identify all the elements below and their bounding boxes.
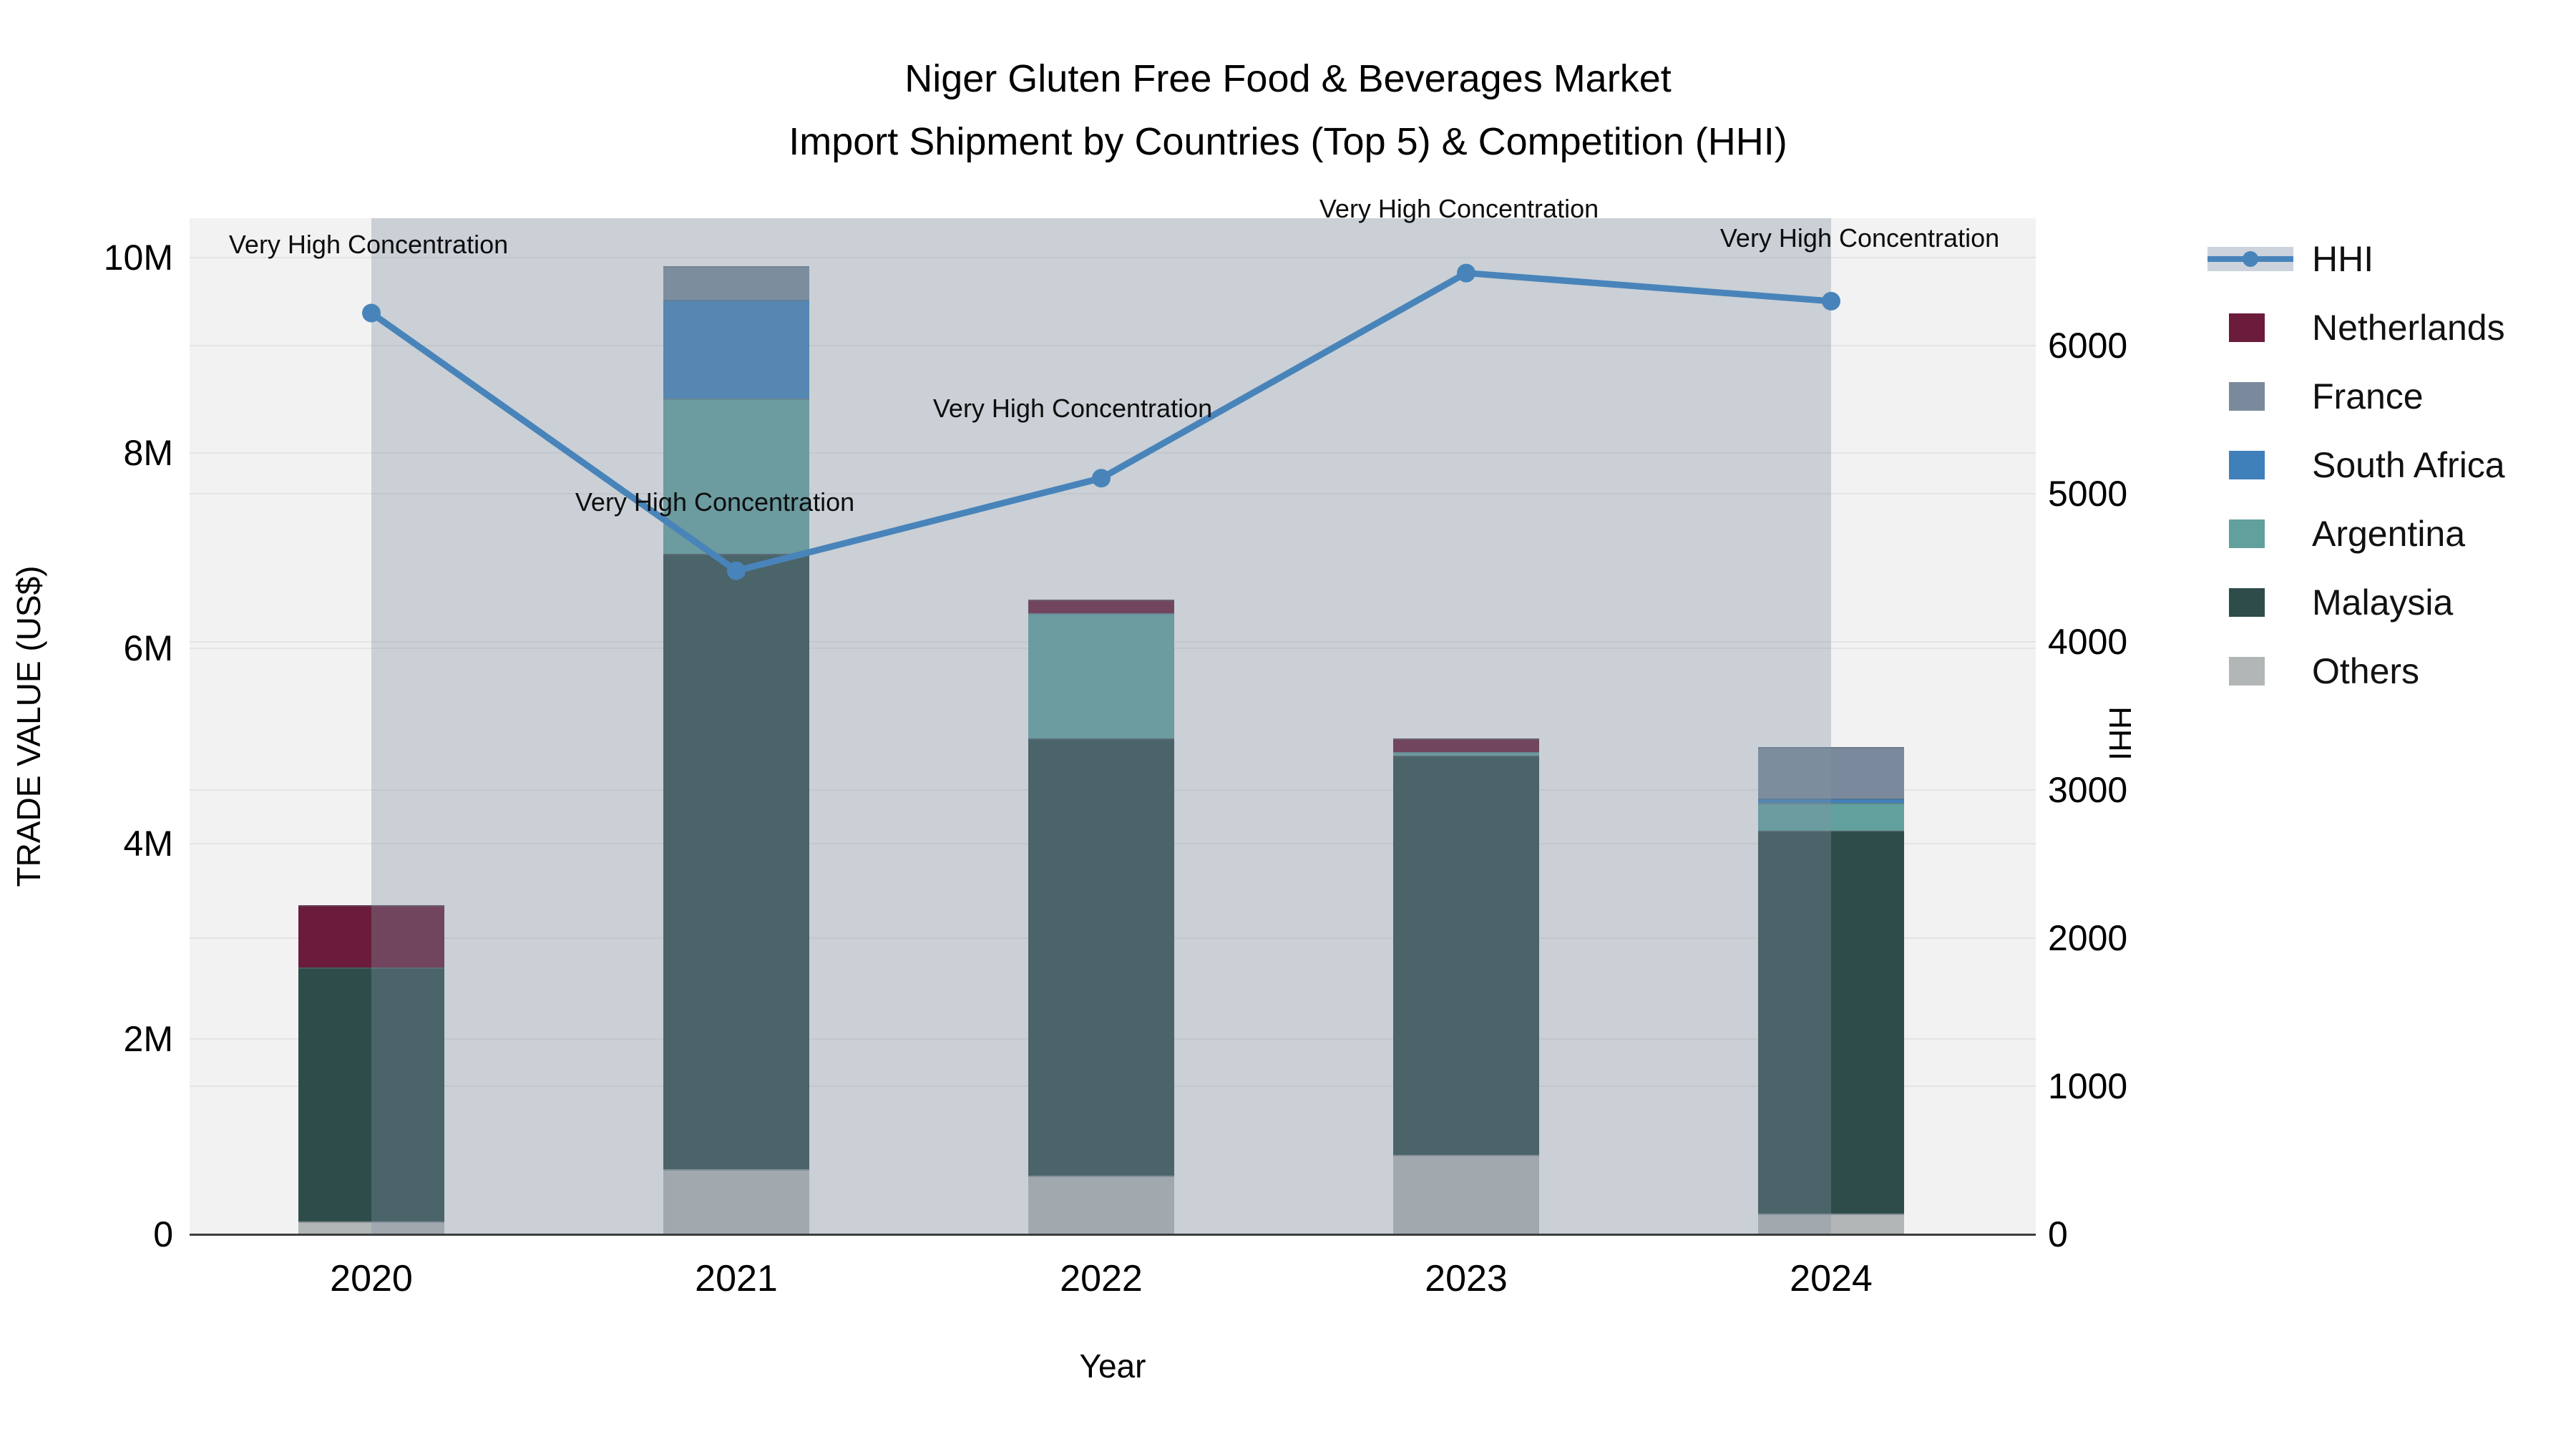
legend-swatch-area xyxy=(2207,568,2293,637)
left-axis-tick: 2M xyxy=(123,1019,173,1059)
legend-label: Others xyxy=(2312,651,2420,691)
right-axis-tick: 3000 xyxy=(2048,770,2128,810)
bar-segment-netherlands xyxy=(1393,738,1539,752)
legend-label: France xyxy=(2312,376,2424,416)
color-swatch-netherlands xyxy=(2229,313,2265,342)
right-axis-tick: 0 xyxy=(2048,1214,2068,1254)
annotation-2024: Very High Concentration xyxy=(1719,223,2000,253)
bar-segment-others xyxy=(1758,1214,1904,1234)
bar-segment-argentina xyxy=(1028,613,1174,738)
right-axis-tick: 4000 xyxy=(2048,622,2128,662)
bar-segment-argentina xyxy=(663,398,809,554)
hhi-band xyxy=(371,218,1831,1234)
bar-segment-others xyxy=(1028,1176,1174,1234)
bar-segment-netherlands xyxy=(1028,599,1174,613)
left-axis-tick: 6M xyxy=(123,628,173,668)
bar-segment-malaysia xyxy=(1758,831,1904,1214)
gridline xyxy=(190,452,2036,454)
legend-swatch-area xyxy=(2207,362,2293,431)
bar-2023 xyxy=(1393,218,1539,1234)
legend-label: Netherlands xyxy=(2312,308,2505,348)
color-swatch-argentina xyxy=(2229,519,2265,548)
bar-segment-others xyxy=(1393,1155,1539,1234)
legend-label: HHI xyxy=(2312,239,2374,279)
gridline xyxy=(190,257,2036,258)
legend-label: Argentina xyxy=(2312,514,2466,554)
bar-2021 xyxy=(663,218,809,1234)
bar-segment-malaysia xyxy=(1393,756,1539,1156)
annotation-2023: Very High Concentration xyxy=(1319,193,1599,223)
hhi-point xyxy=(1457,263,1475,283)
left-axis-tick: 8M xyxy=(123,433,173,473)
color-swatch-france xyxy=(2229,382,2265,411)
color-swatch-south-africa xyxy=(2229,451,2265,479)
legend-item-france: France xyxy=(2207,362,2505,431)
left-axis-tick: 4M xyxy=(123,824,173,864)
legend-label: South Africa xyxy=(2312,445,2505,485)
x-axis-title: Year xyxy=(1079,1347,1146,1385)
bar-segment-others xyxy=(298,1221,444,1234)
x-axis-tick-2024: 2024 xyxy=(1790,1258,1873,1299)
legend-swatch-area xyxy=(2207,637,2293,706)
bar-2020 xyxy=(298,218,444,1234)
legend-item-argentina: Argentina xyxy=(2207,499,2505,568)
legend-item-malaysia: Malaysia xyxy=(2207,568,2505,637)
color-swatch-malaysia xyxy=(2229,588,2265,617)
legend-item-hhi: HHI xyxy=(2207,225,2505,293)
right-axis-tick: 6000 xyxy=(2048,326,2128,366)
hhi-marker-swatch xyxy=(2243,251,2258,267)
bar-2024 xyxy=(1758,218,1904,1234)
gridline xyxy=(190,345,2036,346)
chart-title-line2: Import Shipment by Countries (Top 5) & C… xyxy=(789,120,1787,163)
legend: HHI Netherlands France South Africa Argentin… xyxy=(2207,225,2505,706)
legend-swatch-area xyxy=(2207,499,2293,568)
annotation-2021: Very High Concentration xyxy=(575,487,855,517)
right-axis-title: HHI xyxy=(2102,706,2137,761)
x-axis-tick-2022: 2022 xyxy=(1060,1258,1143,1299)
hhi-point xyxy=(362,303,381,323)
bar-2022 xyxy=(1028,218,1174,1234)
annotation-2020: Very High Concentration xyxy=(228,230,509,260)
bar-segment-france xyxy=(663,266,809,300)
bar-segment-netherlands xyxy=(298,905,444,968)
legend-item-others: Others xyxy=(2207,637,2505,706)
legend-item-south-africa: South Africa xyxy=(2207,431,2505,499)
x-axis-tick-2020: 2020 xyxy=(330,1258,413,1299)
color-swatch-others xyxy=(2229,657,2265,686)
left-axis-tick: 10M xyxy=(103,238,173,278)
hhi-line-layer xyxy=(362,263,1840,580)
hhi-point xyxy=(1822,291,1840,311)
right-axis-tick: 2000 xyxy=(2048,918,2128,958)
bar-segment-south-africa xyxy=(663,299,809,399)
x-axis-tick-2023: 2023 xyxy=(1425,1258,1508,1299)
right-axis-tick: 1000 xyxy=(2048,1066,2128,1106)
hhi-point xyxy=(727,561,746,580)
bar-segment-malaysia xyxy=(663,553,809,1169)
left-axis-tick: 0 xyxy=(153,1214,173,1254)
bar-segment-others xyxy=(663,1169,809,1234)
bar-segment-argentina xyxy=(1758,802,1904,831)
legend-swatch-area xyxy=(2207,431,2293,499)
bar-segment-argentina xyxy=(1393,751,1539,756)
legend-label: Malaysia xyxy=(2312,582,2454,623)
legend-swatch-area xyxy=(2207,293,2293,362)
hhi-line-swatch-icon xyxy=(2207,225,2293,293)
annotation-2022: Very High Concentration xyxy=(932,394,1213,424)
bar-segment-malaysia xyxy=(1028,738,1174,1176)
plot-area: Very High Concentration Very High Concent… xyxy=(190,194,2036,1236)
chart-title-line1: Niger Gluten Free Food & Beverages Marke… xyxy=(904,57,1672,100)
bar-segment-south-africa xyxy=(1758,799,1904,803)
legend-item-netherlands: Netherlands xyxy=(2207,293,2505,362)
right-axis-tick: 5000 xyxy=(2048,474,2128,514)
gridline xyxy=(190,493,2036,494)
bar-segment-france xyxy=(1758,746,1904,799)
bar-segment-malaysia xyxy=(298,967,444,1222)
hhi-point xyxy=(1092,469,1111,488)
x-axis-line xyxy=(190,1234,2036,1236)
x-axis-tick-2021: 2021 xyxy=(695,1258,778,1299)
